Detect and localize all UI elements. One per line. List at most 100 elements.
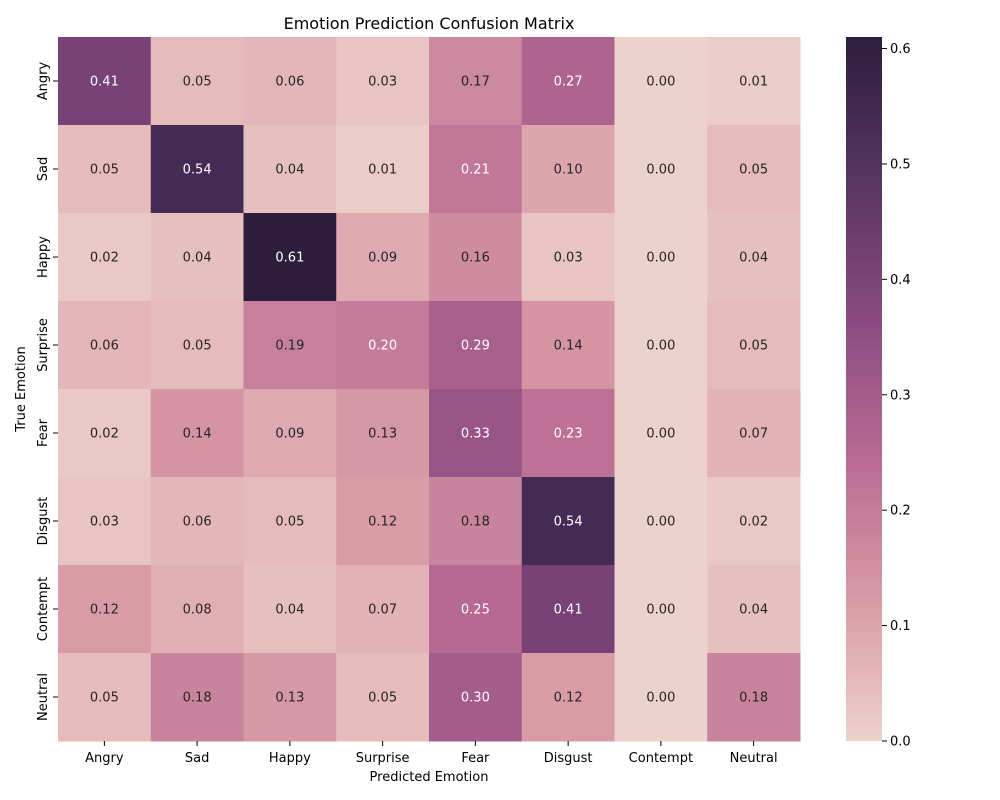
colorbar: 0.0 0.1 0.2 0.3 0.4 0.5 0.6 xyxy=(846,37,911,750)
cell-value-label: 0.05 xyxy=(739,163,768,178)
x-tick-label: Sad xyxy=(185,751,209,766)
cell-value-label: 0.00 xyxy=(646,691,675,706)
heatmap-cell xyxy=(707,301,801,390)
x-tick-label: Surprise xyxy=(356,751,410,766)
cell-value-label: 0.02 xyxy=(90,427,119,442)
colorbar-tick-label: 0.2 xyxy=(890,504,911,519)
cell-value-label: 0.05 xyxy=(183,339,212,354)
heatmap-cells xyxy=(58,37,801,742)
heatmap-cell xyxy=(614,213,708,302)
x-tick-label: Fear xyxy=(461,751,490,766)
colorbar-tick-label: 0.0 xyxy=(890,735,911,750)
chart-title: Emotion Prediction Confusion Matrix xyxy=(284,14,575,33)
heatmap-cell xyxy=(243,565,337,654)
cell-value-label: 0.02 xyxy=(739,515,768,530)
heatmap-cell xyxy=(336,301,430,390)
cell-value-label: 0.00 xyxy=(646,603,675,618)
heatmap-cell xyxy=(58,213,152,302)
cell-value-label: 0.23 xyxy=(554,427,583,442)
x-tick-label: Neutral xyxy=(730,751,778,766)
heatmap-cell xyxy=(521,389,615,478)
cell-value-label: 0.12 xyxy=(554,691,583,706)
heatmap-cell xyxy=(150,213,244,302)
cell-value-label: 0.00 xyxy=(646,515,675,530)
cell-value-label: 0.41 xyxy=(90,75,119,90)
heatmap-cell xyxy=(58,565,152,654)
cell-value-label: 0.00 xyxy=(646,75,675,90)
heatmap-cell xyxy=(58,301,152,390)
heatmap-cell xyxy=(707,653,801,742)
heatmap-cell xyxy=(521,125,615,214)
cell-value-label: 0.27 xyxy=(554,75,583,90)
heatmap-cell xyxy=(336,389,430,478)
heatmap-cell xyxy=(243,653,337,742)
heatmap-cell xyxy=(521,653,615,742)
heatmap-cell xyxy=(707,37,801,126)
heatmap-cell xyxy=(336,477,430,566)
cell-value-label: 0.33 xyxy=(461,427,490,442)
heatmap-cell xyxy=(58,653,152,742)
cell-value-label: 0.05 xyxy=(183,75,212,90)
cell-value-label: 0.02 xyxy=(90,251,119,266)
y-tick-label: Fear xyxy=(36,418,51,447)
cell-value-label: 0.00 xyxy=(646,427,675,442)
cell-value-label: 0.05 xyxy=(739,339,768,354)
cell-value-label: 0.01 xyxy=(368,163,397,178)
cell-value-label: 0.04 xyxy=(183,251,212,266)
heatmap-cell xyxy=(243,389,337,478)
heatmap-cell xyxy=(707,565,801,654)
cell-value-label: 0.09 xyxy=(275,427,304,442)
cell-value-label: 0.03 xyxy=(90,515,119,530)
heatmap-cell xyxy=(614,37,708,126)
y-axis-label: True Emotion xyxy=(14,346,29,432)
cell-value-label: 0.03 xyxy=(554,251,583,266)
cell-value-label: 0.18 xyxy=(461,515,490,530)
heatmap-cell xyxy=(521,37,615,126)
cell-value-label: 0.17 xyxy=(461,75,490,90)
cell-value-label: 0.00 xyxy=(646,163,675,178)
heatmap-cell-labels: 0.41 0.05 0.06 0.03 0.17 0.27 0.00 0.01 0.05 0.54… xyxy=(90,75,768,706)
y-tick-label: Contempt xyxy=(36,577,51,641)
heatmap-cell xyxy=(614,125,708,214)
cell-value-label: 0.14 xyxy=(554,339,583,354)
heatmap-cell xyxy=(707,389,801,478)
y-tick-label: Happy xyxy=(36,236,51,278)
cell-value-label: 0.16 xyxy=(461,251,490,266)
heatmap-cell xyxy=(707,213,801,302)
cell-value-label: 0.04 xyxy=(275,603,304,618)
heatmap-cell xyxy=(336,213,430,302)
cell-value-label: 0.07 xyxy=(368,603,397,618)
heatmap-cell xyxy=(243,37,337,126)
cell-value-label: 0.07 xyxy=(739,427,768,442)
cell-value-label: 0.06 xyxy=(183,515,212,530)
cell-value-label: 0.10 xyxy=(554,163,583,178)
cell-value-label: 0.00 xyxy=(646,339,675,354)
cell-value-label: 0.04 xyxy=(275,163,304,178)
heatmap-cell xyxy=(150,37,244,126)
cell-value-label: 0.04 xyxy=(739,603,768,618)
heatmap-cell xyxy=(58,125,152,214)
cell-value-label: 0.06 xyxy=(90,339,119,354)
x-tick-label: Happy xyxy=(269,751,311,766)
heatmap-cell xyxy=(243,477,337,566)
heatmap-cell xyxy=(336,653,430,742)
cell-value-label: 0.04 xyxy=(739,251,768,266)
y-tick-label: Disgust xyxy=(36,497,51,546)
colorbar-tick-label: 0.5 xyxy=(890,157,911,172)
x-axis-label: Predicted Emotion xyxy=(370,770,489,785)
heatmap-cell xyxy=(150,477,244,566)
cell-value-label: 0.03 xyxy=(368,75,397,90)
colorbar-tick-label: 0.1 xyxy=(890,619,911,634)
y-tick-label: Neutral xyxy=(36,673,51,721)
heatmap-cell xyxy=(150,565,244,654)
x-axis: Angry Sad Happy Surprise Fear Disgust Contempt… xyxy=(85,741,778,766)
cell-value-label: 0.05 xyxy=(90,163,119,178)
cell-value-label: 0.12 xyxy=(368,515,397,530)
heatmap-cell xyxy=(429,389,523,478)
cell-value-label: 0.19 xyxy=(275,339,304,354)
colorbar-tick-label: 0.4 xyxy=(890,273,911,288)
heatmap-cell xyxy=(614,389,708,478)
heatmap-cell xyxy=(614,477,708,566)
cell-value-label: 0.29 xyxy=(461,339,490,354)
